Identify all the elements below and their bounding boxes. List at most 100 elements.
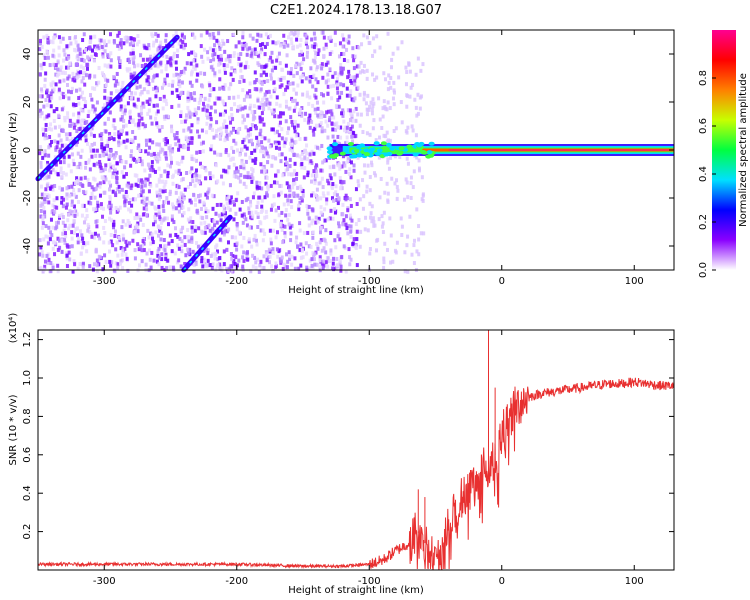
noise-speck <box>44 71 48 76</box>
noise-speck <box>217 96 221 101</box>
noise-speck <box>168 57 172 62</box>
noise-speck <box>168 152 172 157</box>
noise-speck <box>61 128 65 133</box>
noise-speck <box>184 253 188 258</box>
noise-speck <box>274 145 278 150</box>
noise-speck <box>96 44 100 49</box>
noise-speck <box>61 187 65 192</box>
noise-speck <box>61 70 65 75</box>
noise-speck <box>139 244 143 249</box>
carrier-blob <box>339 151 346 156</box>
noise-speck <box>239 165 243 170</box>
noise-speck <box>371 72 375 77</box>
noise-speck <box>67 154 71 159</box>
noise-speck <box>156 64 160 69</box>
noise-speck <box>164 114 168 119</box>
noise-speck <box>238 179 242 184</box>
noise-speck <box>195 178 199 183</box>
noise-speck <box>48 63 52 68</box>
noise-speck <box>237 230 241 235</box>
noise-speck <box>358 123 362 128</box>
noise-speck <box>287 250 291 255</box>
noise-speck <box>125 183 129 188</box>
noise-speck <box>235 227 239 232</box>
noise-speck <box>263 52 267 57</box>
noise-speck <box>243 64 247 69</box>
noise-speck <box>137 158 141 163</box>
noise-speck <box>198 161 202 166</box>
noise-speck <box>331 196 335 201</box>
noise-speck <box>67 65 71 70</box>
x-tick-label: -300 <box>93 276 116 287</box>
noise-speck <box>208 83 212 88</box>
noise-speck <box>108 216 112 221</box>
noise-speck <box>44 234 48 239</box>
noise-speck <box>250 173 254 178</box>
noise-speck <box>110 260 114 265</box>
noise-speck <box>416 92 420 97</box>
noise-speck <box>329 248 333 253</box>
noise-speck <box>250 244 254 249</box>
noise-speck <box>381 230 385 235</box>
noise-speck <box>98 159 102 164</box>
noise-speck <box>198 150 202 155</box>
noise-speck <box>282 92 286 97</box>
noise-speck <box>153 155 157 160</box>
noise-speck <box>179 90 183 95</box>
noise-speck <box>73 181 77 186</box>
noise-speck <box>165 196 169 201</box>
noise-speck <box>352 109 356 114</box>
noise-speck <box>232 51 236 56</box>
noise-speck <box>335 198 339 203</box>
noise-speck <box>119 59 123 64</box>
noise-speck <box>42 176 46 181</box>
noise-speck <box>242 181 246 186</box>
noise-speck <box>299 255 303 260</box>
noise-speck <box>306 230 310 235</box>
noise-speck <box>154 32 158 37</box>
noise-speck <box>101 106 105 111</box>
noise-speck <box>270 203 274 208</box>
noise-speck <box>177 161 181 166</box>
noise-speck <box>195 63 199 68</box>
noise-speck <box>107 53 111 58</box>
noise-speck <box>82 203 86 208</box>
noise-speck <box>44 127 48 132</box>
noise-speck <box>196 129 200 134</box>
noise-speck <box>151 78 155 83</box>
noise-speck <box>264 72 268 77</box>
noise-speck <box>303 149 307 154</box>
noise-speck <box>94 186 98 191</box>
noise-speck <box>131 48 135 53</box>
noise-speck <box>333 238 337 243</box>
noise-speck <box>59 160 63 165</box>
noise-speck <box>143 63 147 68</box>
noise-speck <box>58 185 62 190</box>
noise-speck <box>164 142 168 147</box>
noise-speck <box>190 154 194 159</box>
noise-speck <box>217 31 221 36</box>
noise-speck <box>238 104 242 109</box>
noise-speck <box>310 74 314 79</box>
noise-speck <box>308 125 312 130</box>
y-tick-label: 0.4 <box>22 485 33 501</box>
noise-speck <box>155 193 159 198</box>
noise-speck <box>354 106 358 111</box>
noise-speck <box>46 94 50 99</box>
noise-speck <box>86 160 90 165</box>
noise-speck <box>156 152 160 157</box>
noise-speck <box>61 220 65 225</box>
noise-speck <box>98 153 102 158</box>
noise-speck <box>296 193 300 198</box>
noise-speck <box>349 126 353 131</box>
noise-speck <box>108 206 112 211</box>
noise-speck <box>199 95 203 100</box>
noise-speck <box>80 203 84 208</box>
noise-speck <box>352 66 356 71</box>
noise-speck <box>314 51 318 56</box>
noise-speck <box>152 222 156 227</box>
noise-speck <box>219 126 223 131</box>
noise-speck <box>122 174 126 179</box>
noise-speck <box>183 42 187 47</box>
noise-speck <box>123 104 127 109</box>
